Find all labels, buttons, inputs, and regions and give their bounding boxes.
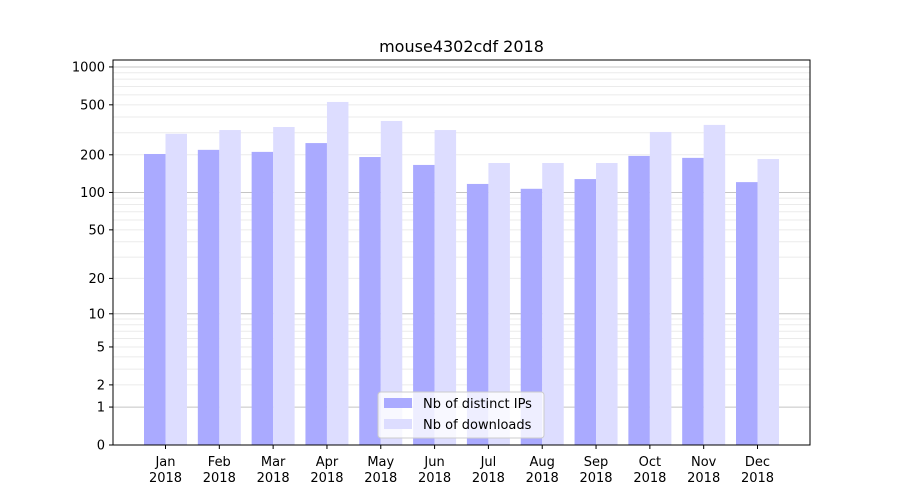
bar-downloads-jan bbox=[165, 133, 187, 445]
legend-label-downloads: Nb of downloads bbox=[423, 418, 532, 433]
bar-distinct-ips-jul bbox=[466, 183, 489, 445]
x-tick-label-year: 2018 bbox=[257, 471, 290, 486]
x-tick-label-year: 2018 bbox=[526, 471, 559, 486]
bar-downloads-oct bbox=[649, 131, 672, 446]
legend: Nb of distinct IPs Nb of downloads bbox=[377, 391, 545, 439]
legend-box bbox=[377, 391, 545, 439]
bar-distinct-ips-oct bbox=[628, 155, 650, 445]
x-tick-label-month: Jul bbox=[480, 455, 497, 470]
x-tick-label-year: 2018 bbox=[633, 471, 666, 486]
bar-downloads-dec bbox=[757, 159, 779, 445]
plot-frame bbox=[112, 59, 811, 446]
legend-swatch-ips bbox=[384, 398, 412, 408]
x-tick-label-year: 2018 bbox=[364, 471, 397, 486]
bar-distinct-ips-nov bbox=[682, 157, 704, 445]
bar-downloads-mar bbox=[273, 127, 295, 446]
x-tick-label-year: 2018 bbox=[149, 471, 182, 486]
bars bbox=[144, 101, 779, 446]
x-tick-label-month: Dec bbox=[745, 455, 770, 470]
y-tick-label: 2 bbox=[97, 378, 105, 393]
bar-distinct-ips-mar bbox=[251, 151, 274, 445]
bar-downloads-nov bbox=[703, 124, 726, 445]
legend-label-ips: Nb of distinct IPs bbox=[423, 397, 532, 412]
x-tick-label-month: Apr bbox=[316, 455, 339, 470]
y-tick-label: 200 bbox=[80, 148, 105, 163]
y-tick-label: 1 bbox=[97, 401, 105, 416]
x-tick-label-year: 2018 bbox=[687, 471, 720, 486]
x-tick-label-year: 2018 bbox=[472, 471, 505, 486]
bar-downloads-jun bbox=[434, 130, 457, 445]
bar-downloads-sep bbox=[596, 163, 618, 445]
x-tick-label-month: Feb bbox=[208, 455, 231, 470]
x-axis: Jan2018Feb2018Mar2018Apr2018May2018Jun20… bbox=[149, 445, 774, 486]
bar-downloads-jul bbox=[488, 163, 510, 445]
y-tick-label: 500 bbox=[80, 98, 105, 113]
bar-distinct-ips-aug bbox=[520, 188, 543, 445]
bar-downloads-feb bbox=[219, 130, 241, 445]
x-tick-label-year: 2018 bbox=[418, 471, 451, 486]
bar-downloads-may bbox=[380, 120, 403, 445]
chart-title: mouse4302cdf 2018 bbox=[379, 37, 544, 56]
y-tick-label: 20 bbox=[88, 272, 105, 287]
y-axis: 0 1 2 5 10 20 50 100 200 500 1000 bbox=[72, 60, 113, 454]
y-tick-label: 10 bbox=[88, 307, 105, 322]
y-tick-label: 100 bbox=[80, 186, 105, 201]
bar-downloads-apr bbox=[326, 101, 349, 446]
bar-downloads-aug bbox=[542, 163, 564, 445]
x-tick-label-year: 2018 bbox=[203, 471, 236, 486]
legend-swatch-downloads bbox=[384, 419, 412, 429]
x-tick-label-month: Oct bbox=[639, 455, 661, 470]
y-tick-label: 1000 bbox=[72, 60, 105, 75]
bar-distinct-ips-jan bbox=[144, 153, 166, 445]
bar-distinct-ips-may bbox=[359, 157, 381, 445]
bar-distinct-ips-dec bbox=[736, 182, 758, 446]
x-tick-label-month: Aug bbox=[530, 455, 555, 470]
x-tick-label-month: Jan bbox=[154, 455, 175, 470]
y-tick-label: 50 bbox=[88, 223, 105, 238]
x-tick-label-year: 2018 bbox=[741, 471, 774, 486]
x-tick-label-month: Mar bbox=[261, 455, 286, 470]
bar-distinct-ips-apr bbox=[305, 143, 327, 445]
bar-distinct-ips-feb bbox=[197, 149, 220, 445]
x-tick-label-month: Sep bbox=[584, 455, 609, 470]
x-tick-label-year: 2018 bbox=[579, 471, 612, 486]
bar-distinct-ips-sep bbox=[574, 179, 597, 446]
x-tick-label-year: 2018 bbox=[310, 471, 343, 486]
y-tick-label: 0 bbox=[97, 439, 105, 454]
x-tick-label-month: Nov bbox=[691, 455, 717, 470]
x-tick-label-month: May bbox=[367, 455, 394, 470]
x-tick-label-month: Jun bbox=[423, 455, 444, 470]
y-tick-label: 5 bbox=[97, 340, 105, 355]
bar-distinct-ips-jun bbox=[413, 164, 435, 445]
